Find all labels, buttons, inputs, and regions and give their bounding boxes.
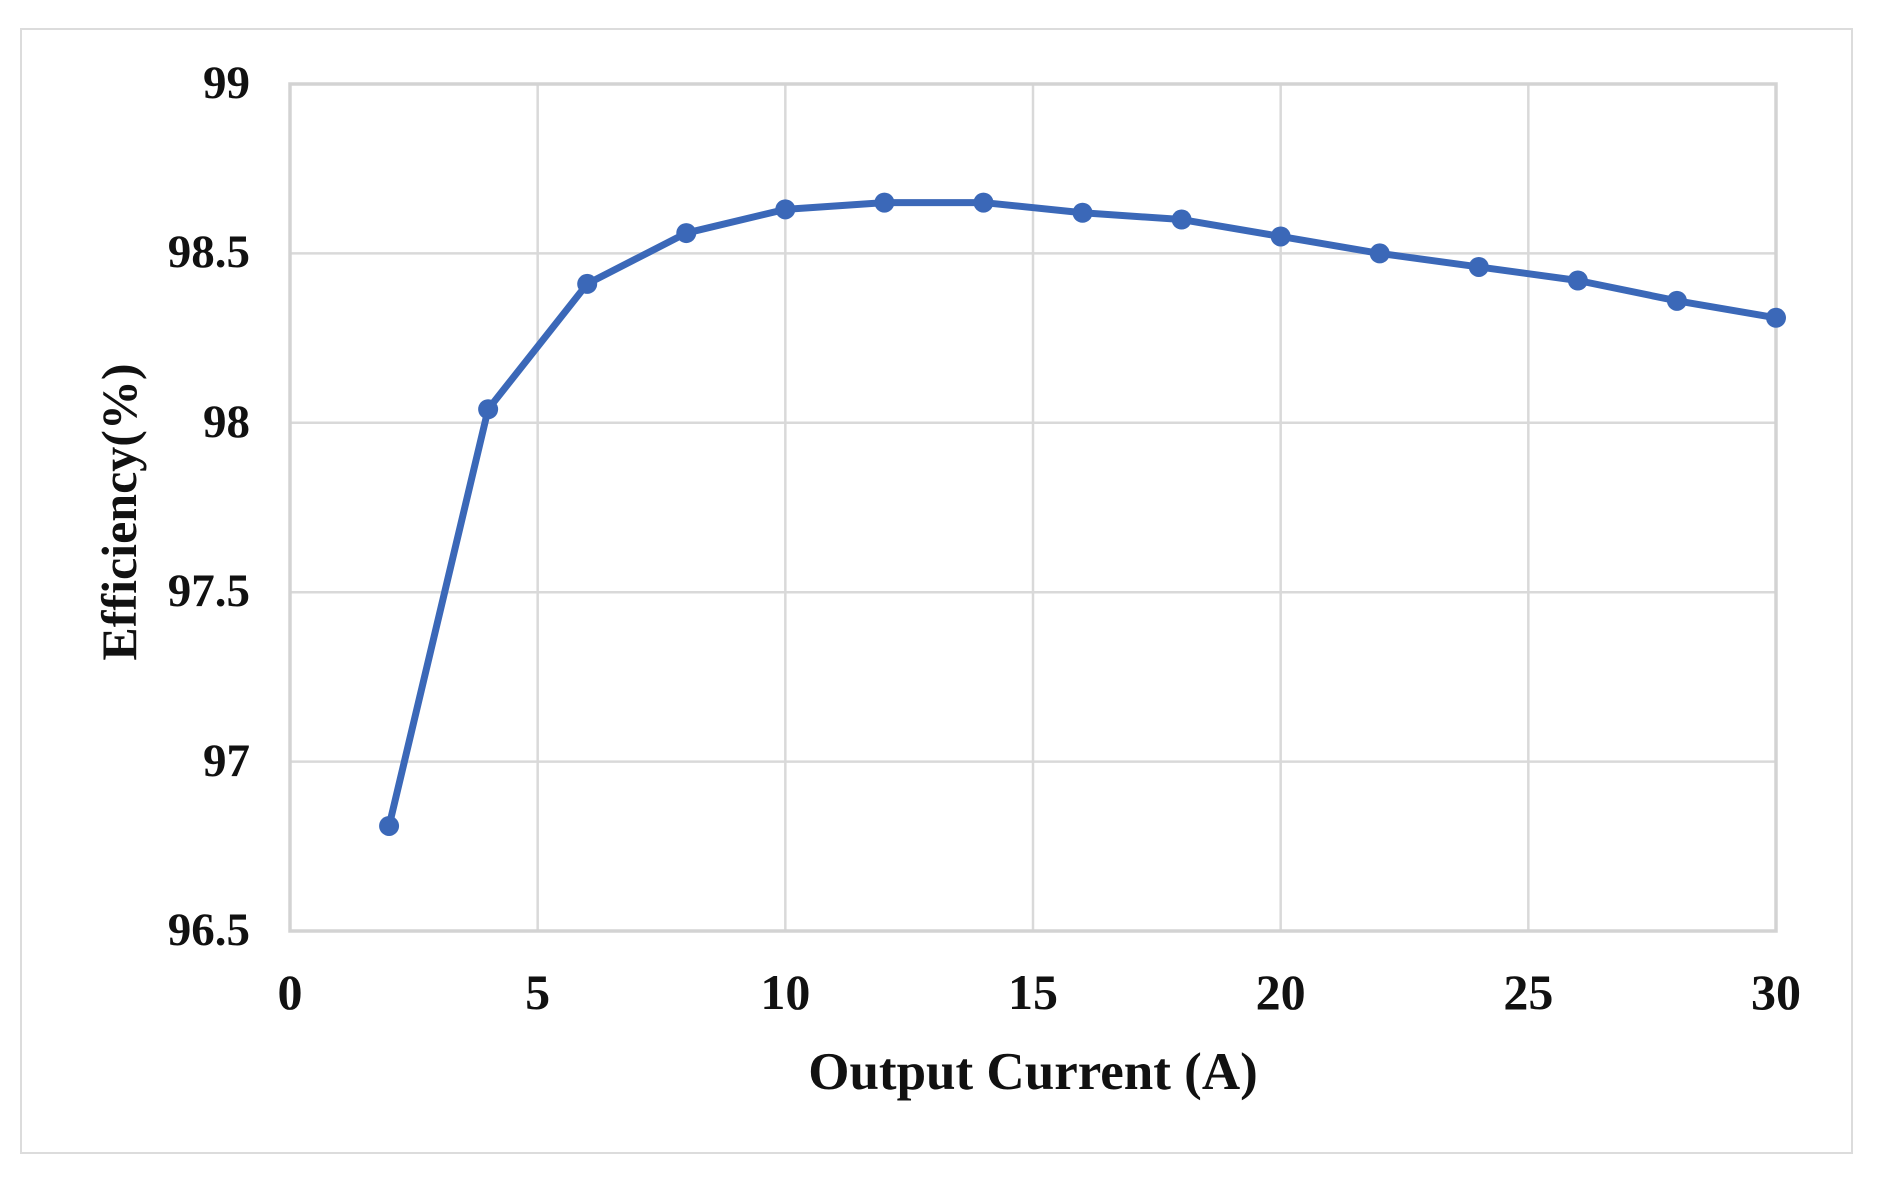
y-tick-label: 98.5 [167,226,250,279]
x-tick-label: 5 [525,964,551,1020]
data-point-marker [1270,226,1291,247]
x-tick-label: 30 [1751,964,1801,1020]
plot-border [288,82,1778,933]
data-point-marker [478,399,499,420]
y-axis-title: Efficiency(%) [91,363,147,661]
x-tick-label: 10 [760,964,811,1020]
data-point-marker [1468,256,1489,277]
data-point-marker [577,273,598,294]
y-tick-label: 97.5 [167,565,250,618]
y-tick-label: 96.5 [167,904,250,956]
data-point-marker [1072,202,1093,223]
data-point-marker [1567,270,1588,291]
data-point-marker [1171,209,1192,230]
efficiency-line [385,199,1780,830]
data-point-marker [973,192,994,213]
x-axis-title: Output Current (A) [808,1043,1258,1101]
data-point-marker [1666,290,1687,311]
x-tick-label: 15 [1008,964,1058,1020]
y-tick-label: 98 [203,395,250,448]
y-tick-label: 97 [203,734,250,787]
data-point-marker [1369,243,1390,264]
x-tick-label: 0 [277,964,303,1020]
x-tick-label: 25 [1503,964,1554,1020]
data-point-marker [676,223,697,244]
data-point-marker [379,815,400,836]
y-tick-label: 99 [203,57,250,109]
data-point-marker [1766,307,1786,328]
x-tick-label: 20 [1255,964,1306,1020]
data-point-marker [874,192,895,213]
data-point-marker [775,199,796,220]
